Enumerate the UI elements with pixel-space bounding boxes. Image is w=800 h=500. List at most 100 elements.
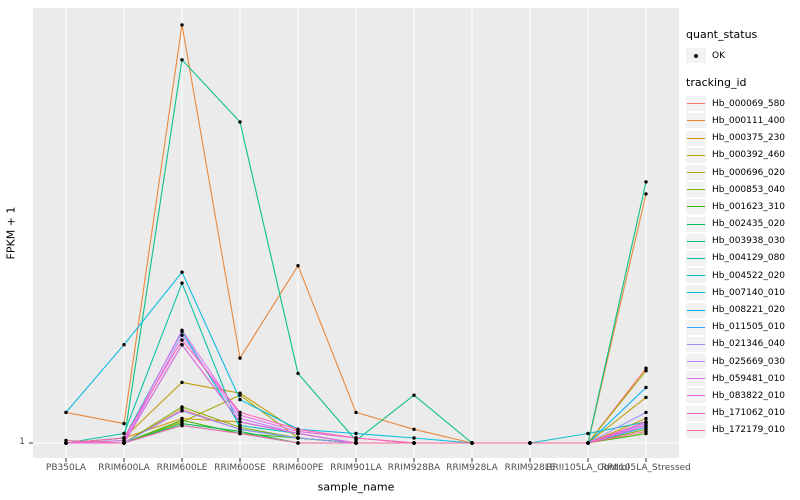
data-point [238, 416, 242, 421]
legend-item-ok: OK [686, 47, 798, 64]
legend-item: Hb_007140_010 [686, 284, 798, 301]
legend-item-label: Hb_008221_020 [712, 305, 786, 316]
data-point [238, 393, 242, 397]
data-point [180, 405, 184, 409]
data-point [470, 441, 474, 445]
data-point [354, 441, 358, 445]
legend-item: Hb_059481_010 [686, 370, 798, 387]
legend-items-container: Hb_000069_580 Hb_000111_400 Hb_000375_230 H… [686, 95, 798, 439]
line-swatch-icon [687, 429, 705, 431]
line-swatch-icon [687, 189, 705, 191]
x-tick-label: RRIM600LE [156, 463, 208, 473]
legend-key [686, 285, 706, 301]
data-point [644, 369, 648, 373]
line-swatch-icon [687, 120, 705, 122]
legend-key [686, 113, 706, 129]
legend-item: Hb_002435_020 [686, 216, 798, 233]
data-point [586, 441, 590, 445]
point-icon [694, 53, 698, 58]
legend: quant_status OK tracking_id Hb_000069_58… [686, 28, 798, 439]
legend-item-label: Hb_000111_400 [712, 115, 786, 126]
data-point [180, 343, 184, 347]
line-swatch-icon [687, 343, 705, 345]
legend-item-label: Hb_002435_020 [712, 219, 786, 230]
legend-item: Hb_000853_040 [686, 181, 798, 198]
legend-item: Hb_000392_460 [686, 147, 798, 164]
data-point [238, 431, 242, 436]
data-point [180, 328, 184, 332]
legend-item-label: Hb_003938_030 [712, 236, 786, 247]
line-swatch-icon [687, 309, 705, 311]
data-point [64, 410, 68, 415]
data-point [528, 441, 532, 445]
legend-item-label: Hb_172179_010 [712, 425, 786, 436]
legend-key [686, 147, 706, 163]
line-swatch-icon [687, 154, 705, 156]
line-swatch-icon [687, 223, 705, 225]
legend-item-label: Hb_000696_020 [712, 167, 786, 178]
legend-key [686, 336, 706, 352]
data-point [644, 385, 648, 390]
line-swatch-icon [687, 240, 705, 242]
data-point [122, 421, 126, 426]
data-point [296, 427, 300, 431]
data-point [180, 23, 184, 27]
data-point [122, 431, 126, 436]
data-point [296, 431, 300, 436]
data-point [644, 410, 648, 415]
legend-item: Hb_004129_080 [686, 250, 798, 267]
x-tick-label: RRIM600SE [214, 463, 266, 473]
data-point [412, 436, 416, 440]
x-tick-label: RRIM600PE [272, 463, 324, 473]
data-point [644, 180, 648, 184]
x-tick-label: RRIM901LA [330, 463, 382, 473]
legend-item-label: OK [712, 50, 725, 61]
x-tick-label: RRIM928LA [446, 463, 498, 473]
y-axis-title: FPKM + 1 [4, 206, 18, 260]
line-swatch-icon [687, 378, 705, 380]
data-point [180, 270, 184, 274]
data-point [296, 436, 300, 440]
x-tick-label: RRII105LA_Stressed [601, 463, 691, 473]
legend-key [686, 199, 706, 215]
legend-key [686, 319, 706, 335]
legend-item: Hb_000111_400 [686, 112, 798, 129]
line-swatch-icon [687, 103, 705, 105]
data-point [238, 423, 242, 428]
legend-item: Hb_021346_040 [686, 336, 798, 353]
legend-item: Hb_172179_010 [686, 422, 798, 439]
legend-item: Hb_000375_230 [686, 130, 798, 147]
data-point [296, 371, 300, 376]
legend-item-label: Hb_025669_030 [712, 356, 786, 367]
legend-item-label: Hb_004522_020 [712, 270, 786, 281]
data-point [644, 429, 648, 434]
legend-key [686, 96, 706, 112]
data-point [122, 343, 126, 347]
data-point [644, 366, 648, 370]
data-point [412, 393, 416, 397]
legend-key [686, 182, 706, 198]
data-point [180, 281, 184, 285]
y-tick-label: 1 [19, 437, 25, 447]
data-point [238, 427, 242, 431]
line-swatch-icon [687, 275, 705, 277]
data-point [122, 438, 126, 443]
legend-item-label: Hb_011505_010 [712, 322, 786, 333]
legend-key [686, 130, 706, 146]
legend-item-label: Hb_004129_080 [712, 253, 786, 264]
legend-item-label: Hb_001623_310 [712, 201, 786, 212]
legend-item: Hb_171062_010 [686, 405, 798, 422]
legend-key [686, 216, 706, 232]
line-swatch-icon [687, 206, 705, 208]
x-axis-title: sample_name [317, 480, 395, 494]
data-point [412, 441, 416, 445]
line-swatch-icon [687, 257, 705, 259]
legend-item: Hb_083822_010 [686, 387, 798, 404]
x-tick-label: RRII105LA_Control [546, 463, 630, 473]
legend-item-label: Hb_021346_040 [712, 339, 786, 350]
legend-item: Hb_001623_310 [686, 198, 798, 215]
data-point [354, 438, 358, 443]
data-point [354, 410, 358, 415]
legend-title-tracking-id: tracking_id [686, 76, 747, 90]
